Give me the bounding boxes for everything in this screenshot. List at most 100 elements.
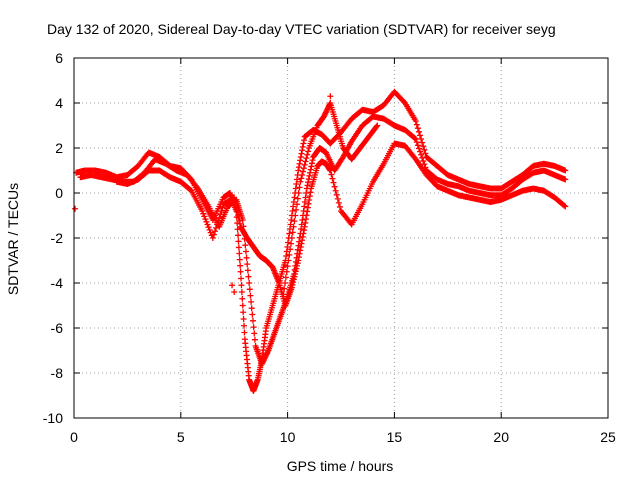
- data-point: [419, 154, 426, 161]
- data-point: [242, 248, 249, 255]
- data-point: [250, 324, 257, 331]
- data-point: [330, 179, 337, 186]
- grid-lines: [74, 58, 608, 418]
- data-point: [562, 203, 569, 210]
- data-point: [206, 226, 213, 233]
- data-point: [235, 244, 242, 251]
- data-point: [328, 171, 335, 178]
- data-point: [415, 128, 422, 135]
- data-point: [421, 146, 428, 153]
- data-point: [249, 311, 256, 318]
- data-point: [238, 289, 245, 295]
- data-point: [295, 190, 302, 196]
- plot-frame: [73, 57, 609, 419]
- data-point: [243, 254, 250, 261]
- data-point: [301, 161, 308, 168]
- data-point: [229, 282, 236, 289]
- data-point: [417, 148, 424, 155]
- data-point: [215, 218, 222, 225]
- x-axis-label: GPS time / hours: [287, 458, 394, 474]
- data-point: [412, 136, 419, 142]
- data-point: [238, 275, 245, 282]
- data-point: [239, 295, 246, 302]
- data-point: [305, 148, 312, 155]
- data-point: [281, 285, 288, 292]
- data-point: [240, 309, 247, 316]
- x-tick-label: 10: [280, 429, 296, 445]
- series-track-c: [113, 140, 569, 309]
- data-point: [421, 161, 428, 168]
- data-point: [246, 280, 253, 286]
- data-point: [287, 246, 294, 253]
- data-point: [300, 165, 307, 172]
- data-point: [218, 208, 225, 214]
- data-point: [240, 316, 247, 322]
- data-point: [201, 213, 208, 220]
- data-point: [419, 139, 426, 146]
- data-point: [248, 305, 255, 312]
- data-point: [413, 121, 420, 128]
- data-point: [251, 336, 258, 343]
- data-point: [298, 175, 305, 182]
- data-point: [282, 274, 289, 281]
- data-point: [235, 232, 242, 239]
- data-point: [202, 216, 209, 223]
- data-point: [296, 184, 303, 191]
- data-point: [412, 118, 419, 124]
- y-tick-label: -8: [51, 365, 64, 381]
- data-point: [293, 201, 300, 208]
- data-point: [333, 191, 340, 198]
- x-tick-label: 20: [493, 429, 509, 445]
- data-point: [200, 210, 207, 217]
- data-point: [210, 231, 217, 238]
- data-point: [245, 273, 252, 280]
- axis-ticks: 0 5 10 15 20 25 -10 -8 -6 -4 -2 0 2 4 6: [43, 50, 616, 445]
- data-point: [420, 143, 427, 150]
- data-point: [334, 195, 341, 202]
- data-point: [561, 202, 568, 209]
- data-point: [417, 132, 424, 139]
- data-point: [283, 268, 290, 275]
- y-tick-label: -2: [51, 230, 64, 246]
- data-point: [249, 317, 256, 324]
- y-tick-label: 4: [55, 95, 63, 111]
- data-point: [246, 286, 253, 293]
- data-point: [204, 221, 211, 228]
- data-point: [231, 289, 238, 295]
- data-point: [284, 263, 291, 270]
- data-point: [244, 261, 251, 268]
- data-point: [203, 218, 210, 225]
- series-track-a: [73, 88, 569, 394]
- data-point: [304, 151, 311, 158]
- data-point: [213, 224, 220, 231]
- series-track-d: [280, 100, 381, 298]
- data-point: [248, 298, 255, 305]
- data-point: [299, 168, 306, 175]
- data-point: [415, 145, 422, 152]
- data-point: [282, 280, 289, 286]
- data-point: [214, 221, 221, 228]
- data-point: [299, 172, 306, 178]
- y-tick-label: -10: [43, 410, 63, 426]
- data-point: [413, 139, 420, 146]
- data-point: [211, 228, 218, 235]
- data-point: [294, 195, 301, 202]
- data-point: [285, 257, 292, 264]
- data-point: [241, 329, 248, 336]
- data-point: [373, 123, 380, 130]
- data-point: [207, 229, 214, 236]
- data-point: [216, 214, 223, 221]
- x-tick-label: 15: [387, 429, 403, 445]
- data-point: [290, 223, 297, 230]
- data-point: [303, 155, 310, 162]
- data-point: [72, 205, 79, 212]
- data-point: [199, 208, 206, 214]
- data-point: [420, 158, 427, 165]
- data-point: [288, 240, 295, 247]
- data-point: [236, 250, 243, 257]
- data-point: [237, 262, 244, 269]
- data-point: [293, 206, 300, 213]
- data-point: [297, 178, 304, 185]
- data-points: [72, 88, 569, 394]
